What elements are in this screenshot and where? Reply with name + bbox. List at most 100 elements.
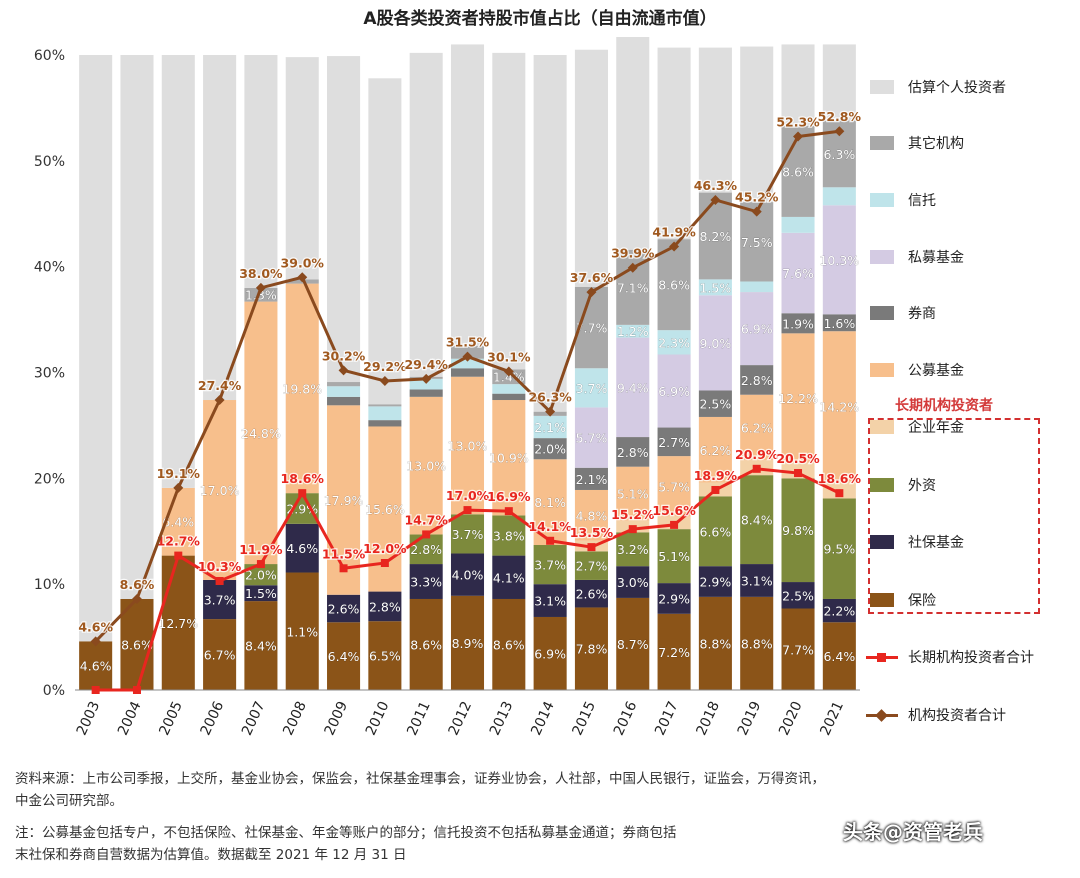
legend-swatch <box>870 478 894 492</box>
bar-segment-9 <box>450 44 485 347</box>
bar-value-label: 2.8% <box>410 542 442 557</box>
bar-value-label: 2.0% <box>534 442 566 457</box>
bar-value-label: 3.8% <box>493 528 525 543</box>
bar-segment-0 <box>409 598 443 690</box>
bar-value-label: 3.2% <box>617 542 649 557</box>
legend-long-term-box <box>868 418 1040 614</box>
bar-value-label: 2.8% <box>741 373 773 388</box>
footnote-source-cont: 中金公司研究部。 <box>15 793 123 809</box>
bar-value-label: 6.4% <box>823 649 855 664</box>
bar-segment-1 <box>574 579 608 608</box>
bar-segment-5 <box>327 396 361 406</box>
bar-segment-9 <box>698 47 732 193</box>
footnote-source: 资料来源：上市公司季报，上交所，基金业协会，保监会，社保基金理事会，证券业协会，… <box>15 771 825 787</box>
chart-title: A股各类投资者持股市值占比（自由流通市值） <box>363 9 717 29</box>
legend-label: 企业年金 <box>908 420 964 436</box>
bar-segment-6 <box>698 295 732 391</box>
bar-segment-5 <box>450 368 485 377</box>
bar-value-label: 3.7% <box>204 593 236 608</box>
bar-segment-1 <box>327 594 361 623</box>
bar-value-label: 2.6% <box>576 587 608 602</box>
bar-value-label: 2.7% <box>576 559 608 574</box>
line-value-label: 39.9% <box>611 246 655 261</box>
line-marker-square <box>174 551 183 560</box>
bar-segment-1 <box>450 553 485 596</box>
line-marker-diamond <box>90 636 101 647</box>
bar-segment-0 <box>698 596 732 690</box>
bar-segment-1 <box>657 583 691 614</box>
line-value-label: 52.8% <box>818 109 862 124</box>
bar-value-label: 17.0% <box>200 483 240 498</box>
bar-segment-9 <box>285 57 319 280</box>
legend-label: 券商 <box>908 306 936 322</box>
bar-segment-7 <box>409 378 443 390</box>
legend-swatch <box>870 250 894 264</box>
bar-value-label: 1.5% <box>245 586 277 601</box>
bar-segment-4 <box>533 459 567 546</box>
line-value-label: 26.3% <box>528 390 572 405</box>
line-value-label: 38.0% <box>239 266 283 281</box>
y-tick-label: 30% <box>34 366 65 382</box>
x-tick-label: 2015 <box>570 699 600 738</box>
bar-segment-9 <box>740 46 774 203</box>
bar-value-label: 9.0% <box>700 336 732 351</box>
bar-value-label: 7.5% <box>741 235 773 250</box>
bar-value-label: 7.2% <box>658 645 690 660</box>
bar-value-label: 5.7% <box>576 431 608 446</box>
line-value-label: 11.5% <box>322 546 366 561</box>
bar-value-label: 8.6% <box>658 278 690 293</box>
line-value-label: 30.1% <box>487 349 531 364</box>
line-value-label: 31.5% <box>446 335 490 350</box>
bar-value-label: 8.6% <box>493 637 525 652</box>
bar-segment-5 <box>492 393 526 401</box>
bar-segment-0 <box>120 598 154 690</box>
line-marker-diamond <box>586 287 597 298</box>
bar-segment-5 <box>368 420 402 427</box>
bar-segment-5 <box>409 389 443 397</box>
bar-value-label: 10.3% <box>819 253 859 268</box>
line-marker-square <box>132 686 141 694</box>
bar-segment-9 <box>327 56 361 383</box>
bar-value-label: 9.8% <box>782 523 814 538</box>
footnote-note-cont: 末社保和券商自营数据为估算值。数据截至 2021 年 12 月 31 日 <box>15 847 407 863</box>
bar-value-label: 2.0% <box>245 568 277 583</box>
y-tick-label: 20% <box>34 471 65 487</box>
line-marker-square <box>298 489 307 498</box>
y-tick-label: 50% <box>34 154 65 170</box>
bar-value-label: 5.1% <box>617 487 649 502</box>
line-marker-square <box>339 564 348 573</box>
bar-value-label: 17.9% <box>324 493 364 508</box>
bar-value-label: 3.1% <box>741 573 773 588</box>
line-marker-diamond <box>751 206 762 217</box>
bar-segment-4 <box>450 376 485 515</box>
footnote-note: 注：公募基金包括专户，不包括保险、社保基金、年金等账户的部分；信托投资不包括私募… <box>15 825 677 841</box>
bar-segment-1 <box>740 564 774 597</box>
bar-segment-9 <box>657 47 691 240</box>
line-marker-diamond <box>214 395 225 406</box>
bar-value-label: 1.3% <box>245 288 277 303</box>
bar-value-label: 2.9% <box>700 575 732 590</box>
bar-segment-1 <box>409 564 443 599</box>
bar-segment-9 <box>616 37 650 250</box>
bar-segment-7 <box>492 384 526 394</box>
bar-segment-2 <box>781 478 815 583</box>
bar-segment-0 <box>616 597 650 690</box>
line-marker-diamond <box>627 262 638 273</box>
x-tick-label: 2021 <box>817 699 847 738</box>
bar-value-label: 8.4% <box>245 639 277 654</box>
bar-segment-2 <box>244 564 278 586</box>
bar-value-label: 6.4% <box>162 515 194 530</box>
bar-value-label: 2.8% <box>369 599 401 614</box>
x-tick-label: 2014 <box>528 699 558 738</box>
bar-value-label: 4.1% <box>493 570 525 585</box>
bar-value-label: 5.1% <box>658 549 690 564</box>
x-tick-label: 2016 <box>611 699 641 738</box>
line-marker-square <box>587 543 596 552</box>
bar-segment-2 <box>533 545 567 585</box>
x-tick-label: 2003 <box>74 699 104 738</box>
legend-line-swatch <box>866 653 898 662</box>
bar-segment-2 <box>285 493 319 524</box>
bar-value-label: 8.9% <box>452 636 484 651</box>
bar-value-label: 19.8% <box>282 381 322 396</box>
